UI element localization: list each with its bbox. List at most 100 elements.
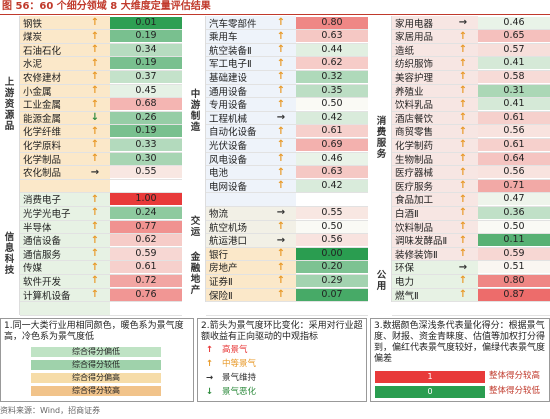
row-divider bbox=[206, 192, 368, 194]
score-cell: 0.19 bbox=[110, 125, 182, 138]
arrow-up-icon: ↑ bbox=[276, 30, 286, 42]
arrow-up-icon: ↑ bbox=[458, 275, 468, 287]
table-row bbox=[20, 179, 182, 192]
table-row: 风电设备 ↑ 0.46 bbox=[206, 152, 368, 166]
segment-name: 化学纤维 bbox=[23, 127, 62, 139]
legend-arrows: 2.箭头为景气度环比变化：采用对行业超额收益有正向驱动的中观指标 ↑ 高景气 ↑ 中等… bbox=[197, 318, 367, 402]
scale-low-label: 整体得分较低 bbox=[489, 386, 541, 396]
group-background bbox=[392, 260, 478, 302]
segment-name: 航运港口 bbox=[209, 236, 248, 248]
score-cell: 0.62 bbox=[110, 234, 182, 247]
row-divider bbox=[392, 110, 550, 112]
score-cell: 0.46 bbox=[296, 152, 368, 165]
segment-name: 自动化设备 bbox=[209, 127, 257, 139]
table-row bbox=[392, 302, 550, 315]
table-row: 专用设备 ↑ 0.50 bbox=[206, 98, 368, 111]
legend-swatch-low: 综合得分偏低 bbox=[31, 347, 161, 357]
table-row: 乘用车 ↑ 0.63 bbox=[206, 30, 368, 43]
score-cell: 0.37 bbox=[110, 70, 182, 83]
table-row: 计算机设备 ↑ 0.76 bbox=[20, 288, 182, 302]
row-divider bbox=[20, 273, 182, 275]
source-note: 资料来源：Wind，招商证券 bbox=[0, 406, 101, 415]
arrow-up-icon: ↑ bbox=[90, 30, 100, 42]
arrow-up-icon: ↑ bbox=[276, 98, 286, 110]
arrow-up-icon: ↑ bbox=[276, 289, 286, 300]
arrow-up-icon: ↑ bbox=[458, 57, 468, 69]
score-cell: 0.50 bbox=[478, 220, 550, 233]
arrow-right-icon: → bbox=[276, 234, 286, 246]
segment-name: 风电设备 bbox=[209, 154, 248, 166]
arrow-up-icon: ↑ bbox=[458, 112, 468, 124]
row-divider bbox=[206, 29, 368, 31]
table-row: 生物制品 ↑ 0.64 bbox=[392, 152, 550, 166]
row-divider bbox=[206, 246, 368, 248]
row-divider bbox=[206, 260, 368, 262]
row-divider bbox=[392, 273, 550, 275]
table-row: 航运港口 → 0.56 bbox=[206, 234, 368, 247]
arrow-right-icon: → bbox=[90, 166, 100, 178]
score-cell: 0.55 bbox=[296, 206, 368, 219]
segment-name: 造纸 bbox=[395, 45, 415, 57]
row-divider bbox=[20, 29, 182, 31]
arrow-up-icon: ↑ bbox=[458, 193, 468, 205]
row-divider bbox=[392, 178, 550, 180]
group-label: 交 运 bbox=[186, 206, 206, 248]
table-row: 造纸 ↑ 0.57 bbox=[392, 43, 550, 57]
score-cell: 0.41 bbox=[478, 98, 550, 111]
segment-name: 工程机械 bbox=[209, 113, 248, 125]
arrow-up-icon: ↑ bbox=[276, 180, 286, 192]
arrow-up-icon: ↑ bbox=[458, 207, 468, 219]
arrow-up-icon: ↑ bbox=[458, 289, 468, 300]
group-background bbox=[20, 16, 110, 193]
score-cell: 0.80 bbox=[296, 16, 368, 29]
figure-title: 图 56：60 个细分领域 8 大维度定量评估结果 bbox=[2, 1, 211, 12]
score-cell bbox=[296, 302, 368, 314]
segment-name: 航空装备Ⅱ bbox=[209, 45, 252, 57]
score-cell: 0.07 bbox=[296, 288, 368, 301]
table-row: 调味发酵品Ⅱ ↑ 0.11 bbox=[392, 234, 550, 247]
table-row: 保险Ⅱ ↑ 0.07 bbox=[206, 288, 368, 302]
row-divider bbox=[392, 246, 550, 248]
segment-name: 家居用品 bbox=[395, 32, 434, 44]
row-divider bbox=[206, 56, 368, 58]
arrow-up-icon: ↑ bbox=[90, 261, 100, 273]
segment-name: 生物制品 bbox=[395, 154, 434, 166]
arrow-up-icon: ↑ bbox=[458, 98, 468, 110]
arrow-up-icon: ↑ bbox=[90, 17, 100, 28]
row-divider bbox=[20, 205, 182, 207]
segment-name: 保险Ⅱ bbox=[209, 290, 233, 302]
segment-name: 通用设备 bbox=[209, 86, 248, 98]
segment-name: 医疗器械 bbox=[395, 168, 434, 180]
segment-name: 消费电子 bbox=[23, 195, 62, 207]
segment-name: 化学原料 bbox=[23, 140, 62, 152]
score-cell: 0.00 bbox=[296, 247, 368, 260]
row-divider bbox=[20, 287, 182, 289]
score-cell: 0.65 bbox=[478, 30, 550, 43]
score-cell: 0.41 bbox=[478, 57, 550, 70]
row-divider bbox=[392, 124, 550, 126]
table-row: 化学纤维 ↑ 0.19 bbox=[20, 125, 182, 138]
legend-note-3: 3.数据颜色深浅条代表量化得分：根据景气度、财报、资金青睐度、估值等加权打分得到… bbox=[374, 321, 546, 364]
table-row: 自动化设备 ↑ 0.61 bbox=[206, 125, 368, 138]
table-row: 石油石化 ↑ 0.34 bbox=[20, 43, 182, 57]
arrow-up-icon: ↑ bbox=[90, 125, 100, 137]
row-divider bbox=[206, 205, 368, 207]
segment-name: 通信设备 bbox=[23, 236, 62, 248]
row-divider bbox=[392, 137, 550, 139]
row-divider bbox=[392, 165, 550, 167]
arrow-up-icon: ↑ bbox=[458, 221, 468, 232]
segment-name: 纺织服饰 bbox=[395, 59, 434, 71]
score-cell: 0.55 bbox=[110, 166, 182, 179]
table-row bbox=[20, 302, 182, 315]
row-divider bbox=[392, 205, 550, 207]
legend-note-2: 2.箭头为景气度环比变化：采用对行业超额收益有正向驱动的中观指标 bbox=[201, 321, 363, 342]
table-row: 房地产 ↑ 0.20 bbox=[206, 261, 368, 274]
row-divider bbox=[206, 301, 368, 303]
table-row: 饮料乳品 ↑ 0.41 bbox=[392, 98, 550, 111]
row-divider bbox=[20, 83, 182, 85]
segment-name: 光伏设备 bbox=[209, 140, 248, 152]
arrow-up-icon: ↑ bbox=[90, 98, 100, 110]
arrow-up-icon: ↑ bbox=[276, 57, 286, 69]
legend-arrow-label: 中等景气 bbox=[222, 359, 257, 369]
score-cell bbox=[296, 193, 368, 205]
